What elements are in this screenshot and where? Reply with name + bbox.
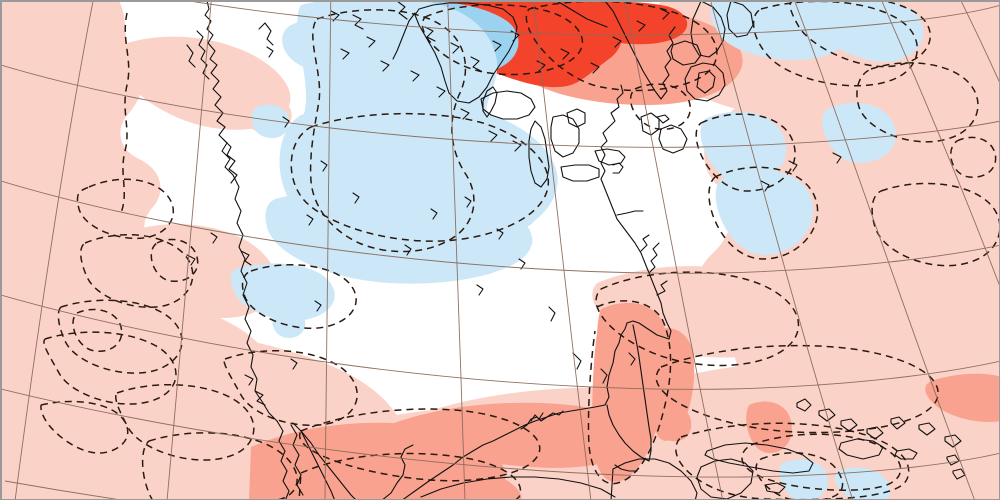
map-frame-border bbox=[1, 1, 999, 499]
map-canvas bbox=[1, 1, 999, 499]
map-background bbox=[1, 1, 999, 499]
anomaly-map-figure bbox=[0, 0, 1000, 500]
